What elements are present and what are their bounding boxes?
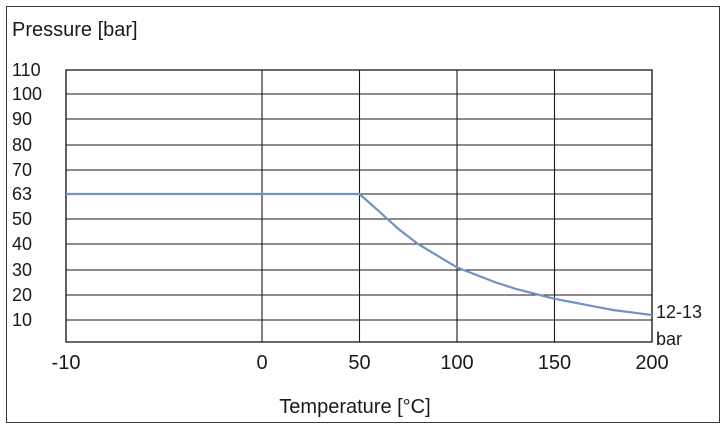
- x-tick-label: 100: [440, 352, 473, 374]
- x-axis-tick-labels: -10 0 50 100 150 200: [52, 352, 669, 374]
- x-tick-label: 150: [538, 352, 571, 374]
- x-tick-label: 50: [348, 352, 370, 374]
- y-tick-label: 50: [12, 209, 32, 229]
- y-tick-label: 90: [12, 109, 32, 129]
- chart-frame: [6, 6, 720, 423]
- chart-title: Pressure [bar]: [12, 19, 138, 41]
- y-tick-label: 10: [12, 310, 32, 330]
- x-tick-label: -10: [52, 352, 81, 374]
- y-tick-label: 40: [12, 234, 32, 254]
- y-tick-label: 30: [12, 260, 32, 280]
- end-annotation-line-1: 12-13: [656, 302, 702, 322]
- y-axis-tick-labels: 10 20 30 40 50 63 70 80 90 100 110: [12, 60, 42, 330]
- y-tick-label: 100: [12, 84, 42, 104]
- x-tick-label: 0: [256, 352, 267, 374]
- pressure-curve: [66, 192, 653, 317]
- y-tick-label: 20: [12, 285, 32, 305]
- y-tick-label: 63: [12, 184, 32, 204]
- x-axis-label: Temperature [°C]: [279, 396, 430, 418]
- y-tick-label: 80: [12, 135, 32, 155]
- y-tick-label: 110: [12, 60, 41, 80]
- end-annotation-line-2: bar: [656, 329, 682, 349]
- x-tick-label: 200: [635, 352, 668, 374]
- y-tick-label: 70: [12, 160, 32, 180]
